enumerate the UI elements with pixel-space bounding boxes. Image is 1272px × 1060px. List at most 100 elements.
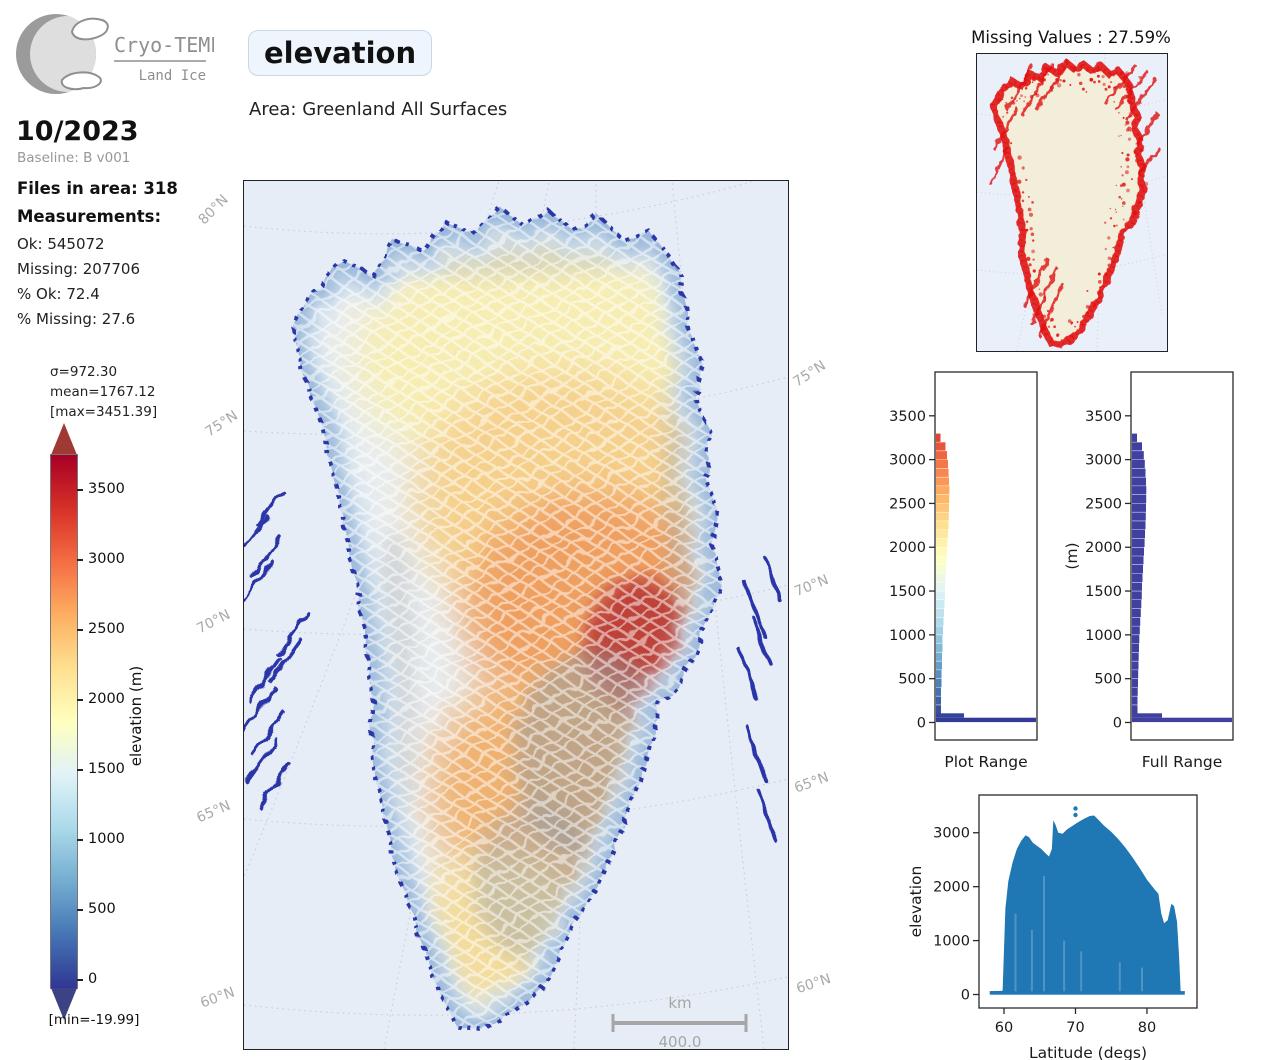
y-tick-label: 2000 [1085,540,1122,556]
graticule-label: 75°N [790,357,829,391]
missing-dot [1018,97,1021,100]
missing-dot [1076,320,1079,324]
missing-dot [1139,148,1144,153]
missing-dot [1121,174,1124,177]
colorbar-tick-label: 1500 [88,761,125,777]
missing-dot [1078,81,1083,86]
y-tick-label: 3500 [1085,409,1122,425]
missing-dot [1030,232,1035,237]
missing-dot [1103,221,1107,224]
histogram-bar [1132,529,1145,539]
missing-dot [1114,86,1117,89]
logo-greenland-outline [70,17,109,41]
missing-dot [1043,94,1046,97]
main-map: km 400.0 [233,170,789,1051]
scatter-baseline [989,991,1185,995]
missing-dot [1038,288,1041,290]
scatter-gap [1118,962,1121,992]
missing-dot [1118,135,1120,137]
missing-dot [1102,82,1106,87]
missing-dot [1024,87,1028,90]
area-label: Area: Greenland All Surfaces [249,99,508,120]
missing-dot [1029,227,1033,231]
histogram-bar [936,643,943,653]
missing-dot [1080,63,1084,67]
histogram-bar [936,512,949,521]
missing-dot [1065,59,1069,63]
missing-dot [1125,157,1130,162]
histogram-bar [1132,582,1142,591]
histogram-bar [936,521,949,530]
scatter-outlier [1073,812,1078,818]
missing-map-title: Missing Values : 27.59% [971,28,1171,47]
missing-dot [1053,325,1056,329]
histogram-bar [936,442,946,451]
histogram-bar [1132,486,1147,495]
colorbar-tick-label: 0 [88,971,98,987]
histogram-title: Plot Range [944,753,1027,771]
y-tick-label: 1500 [1085,584,1122,600]
y-tick-label: 2000 [889,540,926,556]
missing-dot [1023,100,1025,103]
missing-dot [1133,150,1137,154]
missing-dot [1032,258,1035,261]
histogram-bar [936,696,941,705]
histogram-bar [1132,538,1145,547]
scatter-gap [1030,929,1033,992]
y-axis-label: elevation [907,866,925,938]
missing-dot [1010,142,1013,145]
colorbar-over-arrow [51,423,77,455]
missing-dot [1112,73,1116,77]
mean-value: mean=1767.12 [50,384,156,400]
axes-frame [978,794,1198,1009]
missing-dot [1031,81,1034,84]
missing-dot [1124,71,1130,76]
colorbar-tick [77,629,83,631]
missing-dot [1114,208,1117,211]
missing-dot [1134,158,1139,163]
missing-dot [1126,165,1130,169]
stats-panel: Files in area: 318 Measurements: Ok: 545… [17,179,237,335]
missing-dot [1117,111,1120,114]
missing-dot [1115,184,1118,187]
stat-pct-missing: % Missing: 27.6 [17,310,136,328]
histogram-bar [1132,678,1138,688]
y-tick-label: 2000 [933,880,970,896]
missing-map-svg [976,53,1168,352]
missing-dot [1038,292,1043,297]
missing-dot [1037,76,1041,80]
missing-dot [1002,115,1005,118]
missing-dot [1113,100,1116,103]
greenland-land [288,203,724,1034]
colorbar-axis-label: elevation (m) [127,665,145,767]
max-value: [max=3451.39] [50,404,158,420]
missing-dot [1104,272,1108,276]
histogram-bar [1132,652,1139,661]
histogram-bar [936,652,942,661]
missing-dot [1122,205,1124,207]
missing-dot [1056,83,1062,88]
colorbar-gradient [50,454,78,989]
histogram-bar [936,433,941,442]
histogram-bar [936,626,943,635]
histogram-bar [1132,512,1146,521]
missing-dot [1085,91,1088,93]
missing-dot [1010,96,1014,100]
y-tick-label: 1500 [889,584,926,600]
graticule-label: 65°N [194,797,234,827]
y-tick-label: 1000 [889,628,926,644]
histogram-bar [936,468,949,477]
logo-antarctica-outline [60,71,102,91]
missing-track-fans [989,62,1161,338]
missing-dot [1086,289,1089,293]
y-tick-label: 500 [898,672,926,688]
missing-dot [1046,309,1050,313]
missing-dot [1120,134,1122,137]
y-tick-label: 3500 [889,409,926,425]
missing-dot [1028,212,1034,217]
missing-dot [1054,83,1057,85]
missing-dot [1093,303,1097,307]
missing-dot [1097,280,1102,284]
missing-dot [1059,79,1062,82]
histogram-title: Full Range [1142,753,1223,771]
